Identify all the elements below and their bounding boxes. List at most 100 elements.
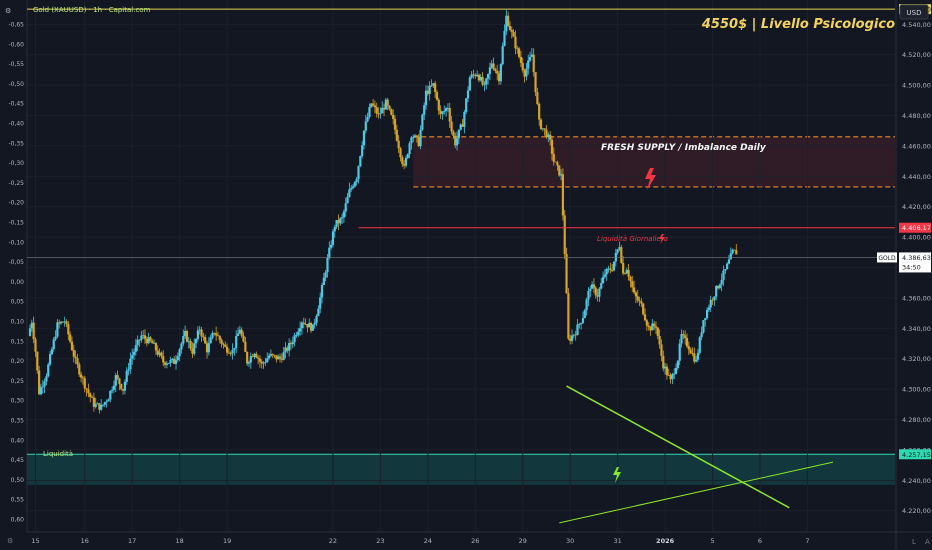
- log-scale-toggle[interactable]: L: [912, 538, 916, 546]
- candle-body: [89, 393, 92, 397]
- candle-body: [488, 67, 491, 74]
- auto-scale-toggle[interactable]: A: [925, 538, 930, 546]
- candle-body: [653, 323, 656, 327]
- candle-body: [235, 335, 238, 348]
- candle-body: [193, 343, 196, 354]
- candle-body: [583, 310, 586, 319]
- symbol-tag-label: GOLD: [878, 255, 896, 262]
- candle-body: [510, 29, 513, 33]
- symbol-tag: [877, 252, 897, 263]
- left-axis-tick-label: -0,65: [8, 22, 24, 29]
- candle-body: [308, 322, 311, 328]
- right-axis-tick-label: 4.360,00: [902, 294, 931, 302]
- candle-body: [457, 129, 460, 139]
- candle-body: [125, 370, 128, 382]
- left-axis-tick-label: -0,40: [8, 121, 24, 128]
- lightning-icon: [659, 234, 665, 244]
- candle-body: [412, 137, 415, 138]
- right-axis-tick-label: 4.400,00: [902, 234, 931, 242]
- candle-body: [213, 332, 216, 334]
- candle-body: [403, 164, 406, 166]
- time-scale-settings-icon[interactable]: ⚙: [7, 537, 13, 545]
- candle-body: [392, 114, 395, 119]
- candle-body: [645, 320, 648, 326]
- candle-body: [550, 139, 554, 154]
- candle-body: [249, 356, 252, 363]
- candle-body: [65, 321, 68, 325]
- candle-body: [501, 45, 504, 65]
- candle-body: [507, 15, 510, 27]
- candle-body: [662, 355, 665, 369]
- left-axis-tick-label: 0,40: [11, 437, 25, 444]
- candle-body: [151, 340, 154, 344]
- price-tag: [899, 252, 931, 273]
- right-axis-tick-label: 4.220,00: [902, 507, 931, 515]
- candle-body: [80, 374, 83, 378]
- candle-body: [678, 343, 681, 361]
- candle-body: [145, 338, 148, 344]
- candle-body: [698, 337, 701, 353]
- candle-body: [309, 322, 313, 331]
- candle-body: [187, 341, 190, 342]
- candle-body: [220, 340, 223, 344]
- candle-body: [140, 335, 143, 341]
- candle-body: [528, 56, 532, 61]
- candle-body: [247, 362, 251, 364]
- right-axis-tick-label: 4.480,00: [902, 112, 931, 120]
- candle-body: [620, 247, 623, 263]
- candle-body: [158, 352, 161, 355]
- candle-body: [251, 356, 254, 357]
- left-axis-tick-label: 0,20: [11, 358, 25, 365]
- candle-body: [541, 128, 544, 130]
- price-tag: [899, 449, 931, 460]
- candle-body: [399, 148, 402, 158]
- candle-body: [299, 328, 302, 332]
- left-axis-tick-label: -0,05: [8, 259, 24, 266]
- candle-body: [72, 350, 75, 357]
- candle-body: [38, 370, 41, 395]
- candle-body: [437, 99, 440, 111]
- candle-body: [375, 107, 378, 114]
- left-axis-tick-label: -0,20: [8, 200, 24, 207]
- candle-body: [731, 249, 734, 254]
- candle-body: [486, 73, 490, 79]
- candle-body: [454, 135, 457, 146]
- candle-body: [647, 325, 650, 328]
- candle-body: [618, 247, 621, 250]
- candle-body: [609, 268, 612, 271]
- time-axis-label: 31: [614, 537, 622, 545]
- candle-body: [428, 85, 431, 94]
- candle-body: [379, 113, 382, 115]
- candle-body: [169, 359, 172, 364]
- candle-body: [364, 121, 367, 131]
- candle-body: [643, 314, 647, 321]
- time-axis[interactable]: 15 16 17 18 19 22 23 24 26 29 30 31 2026 5 6 7: [31, 537, 809, 545]
- time-axis-label: 24: [424, 537, 432, 545]
- candle-body: [173, 358, 176, 364]
- symbol-title[interactable]: Gold (XAUUSD) · 1h · Capital.com: [33, 6, 151, 14]
- candle-body: [59, 321, 63, 324]
- candles-layer: [28, 10, 738, 414]
- time-axis-label: 6: [758, 537, 762, 545]
- candle-body: [129, 358, 132, 370]
- candle-body: [547, 134, 550, 138]
- candle-body: [401, 157, 404, 165]
- candle-body: [277, 356, 280, 360]
- candle-body: [494, 69, 497, 72]
- currency-button[interactable]: [899, 4, 929, 20]
- candle-body: [534, 72, 537, 93]
- left-scale-settings-icon[interactable]: ⚙: [5, 7, 11, 15]
- candle-body: [419, 129, 422, 147]
- candle-body: [481, 77, 484, 85]
- candle-body: [184, 331, 187, 337]
- candle-body: [598, 288, 601, 297]
- candle-body: [109, 390, 112, 400]
- candle-body: [521, 62, 524, 71]
- candle-body: [441, 111, 444, 114]
- candle-body: [370, 103, 373, 108]
- candle-body: [709, 299, 712, 308]
- candle-body: [572, 334, 575, 336]
- candle-body: [289, 342, 293, 345]
- candle-body: [499, 64, 502, 82]
